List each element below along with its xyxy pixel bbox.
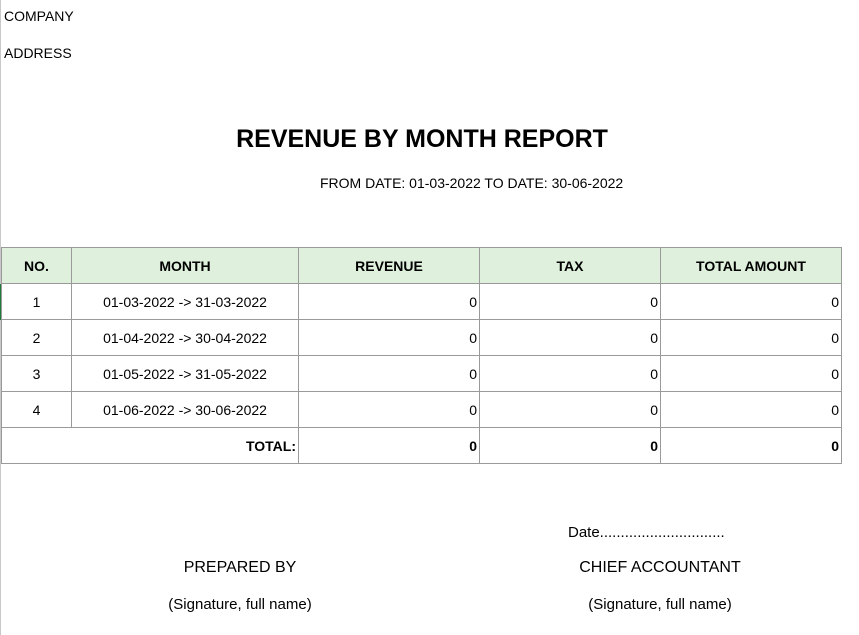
column-header-tax[interactable]: TAX <box>479 247 661 284</box>
cell-no[interactable]: 1 <box>1 283 72 320</box>
table-row: 1 01-03-2022 -> 31-03-2022 0 0 0 <box>1 283 842 320</box>
cell-month[interactable]: 01-06-2022 -> 30-06-2022 <box>71 391 299 428</box>
prepared-by-title: PREPARED BY <box>183 559 297 576</box>
total-revenue-cell[interactable]: 0 <box>298 427 480 464</box>
cell-total-amount[interactable]: 0 <box>660 319 842 356</box>
table-row: 3 01-05-2022 -> 31-05-2022 0 0 0 <box>1 355 842 392</box>
cell-revenue[interactable]: 0 <box>298 319 480 356</box>
chief-accountant-signature-hint: (Signature, full name) <box>588 596 732 613</box>
company-label: COMPANY <box>4 8 74 24</box>
revenue-table: NO. MONTH REVENUE TAX TOTAL AMOUNT 1 01-… <box>1 247 842 464</box>
cell-revenue[interactable]: 0 <box>298 355 480 392</box>
cell-revenue[interactable]: 0 <box>298 283 480 320</box>
cell-total-amount[interactable]: 0 <box>660 355 842 392</box>
table-row: 4 01-06-2022 -> 30-06-2022 0 0 0 <box>1 391 842 428</box>
cell-month[interactable]: 01-03-2022 -> 31-03-2022 <box>71 283 299 320</box>
cell-total-amount[interactable]: 0 <box>660 283 842 320</box>
prepared-by-signature-hint: (Signature, full name) <box>168 596 312 613</box>
cell-tax[interactable]: 0 <box>479 283 661 320</box>
total-tax-cell[interactable]: 0 <box>479 427 661 464</box>
column-header-month[interactable]: MONTH <box>71 247 299 284</box>
total-label-cell[interactable]: TOTAL: <box>1 427 299 464</box>
table-row: 2 01-04-2022 -> 30-04-2022 0 0 0 <box>1 319 842 356</box>
cell-month[interactable]: 01-05-2022 -> 31-05-2022 <box>71 355 299 392</box>
cell-no[interactable]: 4 <box>1 391 72 428</box>
chief-accountant-title: CHIEF ACCOUNTANT <box>579 559 741 576</box>
column-header-no[interactable]: NO. <box>1 247 72 284</box>
cell-tax[interactable]: 0 <box>479 355 661 392</box>
cell-no[interactable]: 3 <box>1 355 72 392</box>
address-label: ADDRESS <box>4 45 72 61</box>
table-total-row: TOTAL: 0 0 0 <box>1 427 842 464</box>
date-line: Date.............................. <box>568 524 725 541</box>
cell-total-amount[interactable]: 0 <box>660 391 842 428</box>
table-header-row: NO. MONTH REVENUE TAX TOTAL AMOUNT <box>1 247 842 284</box>
cell-month[interactable]: 01-04-2022 -> 30-04-2022 <box>71 319 299 356</box>
cell-tax[interactable]: 0 <box>479 391 661 428</box>
cell-tax[interactable]: 0 <box>479 319 661 356</box>
column-header-revenue[interactable]: REVENUE <box>298 247 480 284</box>
column-header-total-amount[interactable]: TOTAL AMOUNT <box>660 247 842 284</box>
cell-revenue[interactable]: 0 <box>298 391 480 428</box>
report-date-range: FROM DATE: 01-03-2022 TO DATE: 30-06-202… <box>320 175 624 191</box>
report-title: REVENUE BY MONTH REPORT <box>236 125 608 153</box>
cell-no[interactable]: 2 <box>1 319 72 356</box>
total-amount-cell[interactable]: 0 <box>660 427 842 464</box>
